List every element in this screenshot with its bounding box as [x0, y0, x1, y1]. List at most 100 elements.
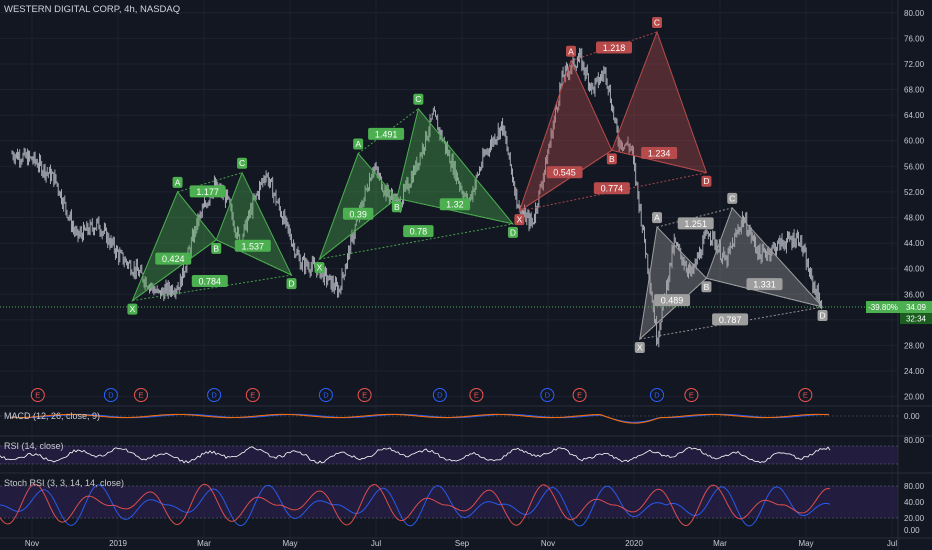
earnings-event-marker[interactable] [134, 388, 148, 402]
dividend-event-marker[interactable] [650, 388, 664, 402]
pattern-point-label: D [703, 176, 709, 186]
ratio-badge [234, 239, 271, 252]
dividend-event-marker[interactable] [432, 388, 447, 402]
ratio-badge [368, 127, 405, 140]
earnings-event-marker[interactable] [469, 388, 484, 402]
earnings-event-marker[interactable] [572, 388, 587, 402]
pattern-point-badge [606, 153, 617, 165]
ratio-badge [155, 252, 192, 265]
ratio-badge [654, 294, 691, 307]
pattern-ratio-line [611, 149, 707, 174]
ratio-label: 1.234 [648, 149, 671, 159]
y-tick-label: 48.00 [904, 213, 925, 222]
x-tick-label: 2019 [109, 539, 127, 548]
pattern-bcd-triangle [396, 107, 515, 225]
dividend-event-label: D [654, 391, 660, 400]
stoch-k-line [0, 484, 831, 527]
harmonic-pattern-bullish[interactable]: X A B C D 1.491 0.39 1.32 0.78 [314, 93, 518, 274]
ratio-badge [746, 278, 783, 291]
x-tick-label: Nov [541, 539, 555, 548]
ratio-badge [439, 198, 471, 211]
dividend-event-marker[interactable] [207, 388, 222, 402]
rsi-tick-label: 80.00 [904, 436, 925, 445]
dividend-event-marker[interactable] [540, 388, 555, 402]
rsi-label: RSI (14, close) [4, 441, 64, 451]
stoch-d-line [0, 483, 831, 527]
ratio-badge [189, 185, 226, 198]
pattern-ratio-line [319, 197, 398, 260]
pattern-ratio-line [639, 277, 707, 340]
pattern-point-badge [514, 214, 525, 226]
pattern-point-label: C [415, 94, 421, 104]
pattern-point-label: B [213, 243, 219, 253]
pattern-point-label: A [654, 213, 660, 223]
x-tick-label: 2020 [625, 539, 643, 548]
ratio-label: 0.774 [601, 184, 624, 194]
ratio-badge [641, 147, 678, 160]
harmonic-pattern-bearish[interactable]: X A B C D 1.218 0.545 1.234 0.774 [514, 16, 712, 226]
pattern-point-badge [127, 303, 138, 315]
earnings-event-label: E [35, 391, 40, 400]
pattern-point-label: B [704, 282, 710, 292]
countdown-badge [900, 313, 932, 325]
pattern-point-label: X [517, 215, 523, 225]
x-tick-label: Sep [455, 539, 470, 548]
macd-signal-line [9, 413, 830, 424]
dividend-event-label: D [108, 391, 114, 400]
earnings-event-marker[interactable] [684, 388, 699, 402]
earnings-event-marker[interactable] [357, 388, 372, 402]
ratio-label: 0.545 [553, 168, 576, 178]
pattern-point-badge [817, 310, 828, 322]
pattern-ratio-line [319, 223, 514, 260]
ratio-badge [342, 207, 374, 220]
stoch-rsi-label: Stoch RSI (3, 3, 14, 14, close) [4, 478, 125, 488]
countdown-label: 32:34 [906, 315, 927, 324]
ratio-label: 0.489 [661, 296, 684, 306]
ratio-badge [593, 182, 630, 195]
x-tick-label: Jul [887, 539, 897, 548]
pattern-point-badge [701, 175, 712, 187]
dividend-event-label: D [545, 391, 551, 400]
dividend-event-marker[interactable] [318, 388, 333, 402]
x-tick-label: Nov [25, 539, 39, 548]
pattern-point-label: A [175, 177, 181, 187]
pattern-ratio-line [132, 239, 217, 302]
last-price-label: 34.09 [906, 303, 927, 312]
pattern-ratio-line [216, 239, 292, 276]
earnings-event-marker[interactable] [30, 388, 45, 402]
pattern-point-label: C [239, 158, 245, 168]
y-tick-label: 56.00 [904, 162, 925, 171]
pattern-xab-triangle [131, 190, 217, 303]
pattern-point-badge [391, 201, 402, 213]
last-price-badge [900, 301, 932, 314]
y-tick-label: 60.00 [904, 137, 925, 146]
stoch-band [0, 486, 898, 518]
harmonic-pattern-bullish[interactable]: X A B C D 1.177 0.424 1.537 0.784 [127, 157, 297, 315]
earnings-event-label: E [577, 391, 582, 400]
pattern-point-label: X [317, 263, 323, 273]
chart-title: WESTERN DIGITAL CORP, 4h, NASDAQ [4, 4, 181, 15]
earnings-event-label: E [138, 391, 143, 400]
ratio-label: 1.218 [603, 43, 626, 53]
earnings-event-marker[interactable] [798, 388, 813, 402]
ratio-label: 1.32 [446, 200, 464, 210]
pattern-point-label: C [729, 193, 735, 203]
ratio-badge [546, 166, 583, 179]
pattern-point-badge [286, 278, 297, 290]
earnings-event-label: E [689, 391, 694, 400]
y-tick-label: 44.00 [904, 239, 925, 248]
ratio-label: 1.251 [684, 219, 707, 229]
pattern-point-badge [353, 138, 364, 150]
earnings-event-label: E [362, 391, 367, 400]
pattern-point-badge [314, 262, 325, 274]
dividend-event-marker[interactable] [103, 388, 118, 402]
price-change-label: -39.80% [868, 303, 898, 312]
harmonic-pattern-neutral[interactable]: X A B C D 1.251 0.489 1.331 0.787 [634, 192, 828, 354]
earnings-event-marker[interactable] [245, 388, 260, 402]
pattern-ratio-line [656, 207, 733, 228]
pattern-point-badge [652, 212, 662, 224]
stoch-tick-label: 20.00 [904, 514, 925, 523]
y-tick-label: 24.00 [904, 367, 925, 376]
x-tick-label: May [798, 539, 813, 548]
